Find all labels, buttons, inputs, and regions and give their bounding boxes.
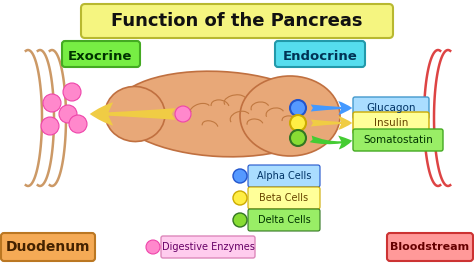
Text: Exocrine: Exocrine — [68, 49, 132, 63]
Text: Insulin: Insulin — [374, 118, 408, 128]
FancyBboxPatch shape — [81, 4, 393, 38]
FancyBboxPatch shape — [353, 97, 429, 119]
Circle shape — [233, 213, 247, 227]
FancyBboxPatch shape — [248, 209, 320, 231]
Text: Somatostatin: Somatostatin — [363, 135, 433, 145]
FancyBboxPatch shape — [387, 233, 473, 261]
Circle shape — [69, 115, 87, 133]
Text: Duodenum: Duodenum — [6, 240, 90, 254]
FancyBboxPatch shape — [161, 236, 255, 258]
Circle shape — [233, 169, 247, 183]
Circle shape — [146, 240, 160, 254]
FancyBboxPatch shape — [353, 129, 443, 151]
Text: Beta Cells: Beta Cells — [259, 193, 309, 203]
FancyBboxPatch shape — [62, 41, 140, 67]
Circle shape — [233, 191, 247, 205]
Text: Delta Cells: Delta Cells — [258, 215, 310, 225]
Circle shape — [290, 115, 306, 131]
Circle shape — [290, 100, 306, 116]
Circle shape — [59, 105, 77, 123]
Circle shape — [41, 117, 59, 135]
Circle shape — [63, 83, 81, 101]
Text: Function of the Pancreas: Function of the Pancreas — [111, 12, 363, 30]
FancyBboxPatch shape — [248, 165, 320, 187]
FancyBboxPatch shape — [1, 233, 95, 261]
Text: Endocrine: Endocrine — [283, 49, 357, 63]
FancyBboxPatch shape — [353, 112, 429, 134]
FancyBboxPatch shape — [275, 41, 365, 67]
Circle shape — [43, 94, 61, 112]
Text: Bloodstream: Bloodstream — [391, 242, 470, 252]
Ellipse shape — [240, 76, 340, 156]
Circle shape — [290, 130, 306, 146]
Text: Alpha Cells: Alpha Cells — [257, 171, 311, 181]
Ellipse shape — [115, 71, 325, 157]
Circle shape — [175, 106, 191, 122]
Text: Digestive Enzymes: Digestive Enzymes — [162, 242, 255, 252]
FancyBboxPatch shape — [248, 187, 320, 209]
Ellipse shape — [105, 86, 165, 142]
Text: Glucagon: Glucagon — [366, 103, 416, 113]
